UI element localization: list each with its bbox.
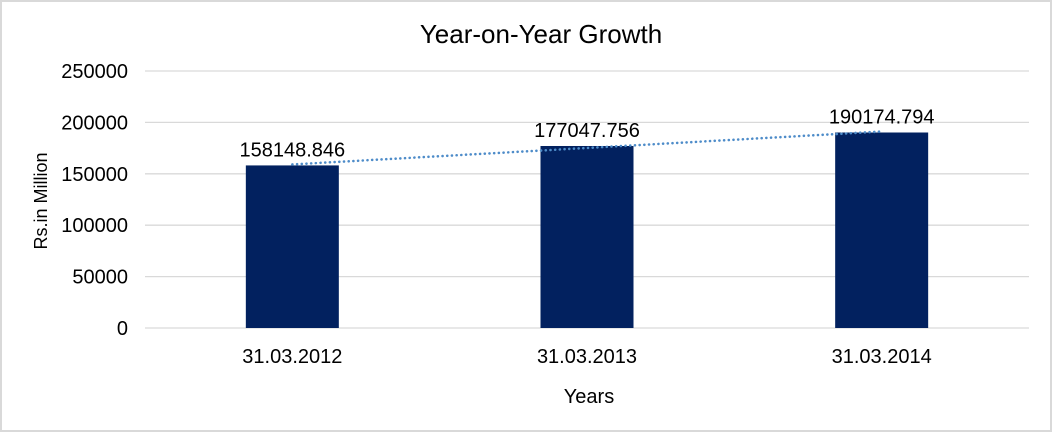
x-tick-label: 31.03.2012 bbox=[242, 346, 342, 368]
y-tick-label: 0 bbox=[117, 318, 128, 340]
bar-31.03.2014 bbox=[835, 132, 929, 328]
y-tick-label: 150000 bbox=[61, 164, 128, 186]
y-axis-title: Rs.in Million bbox=[31, 152, 51, 250]
bar-data-label: 177047.756 bbox=[534, 120, 640, 142]
y-tick-label: 100000 bbox=[61, 215, 128, 237]
bar-data-label: 158148.846 bbox=[239, 139, 345, 161]
y-tick-label: 200000 bbox=[61, 112, 128, 134]
trendline bbox=[291, 130, 883, 166]
x-axis-title: Years bbox=[563, 386, 615, 408]
chart-title: Year-on-Year Growth bbox=[419, 19, 663, 49]
bar-data-label: 190174.794 bbox=[829, 107, 935, 129]
bar-31.03.2012 bbox=[245, 165, 339, 328]
y-tick-label: 50000 bbox=[72, 267, 128, 289]
y-tick-label: 250000 bbox=[61, 61, 128, 83]
x-tick-label: 31.03.2013 bbox=[537, 346, 637, 368]
x-tick-label: 31.03.2014 bbox=[832, 346, 932, 368]
bar-31.03.2013 bbox=[540, 145, 634, 328]
